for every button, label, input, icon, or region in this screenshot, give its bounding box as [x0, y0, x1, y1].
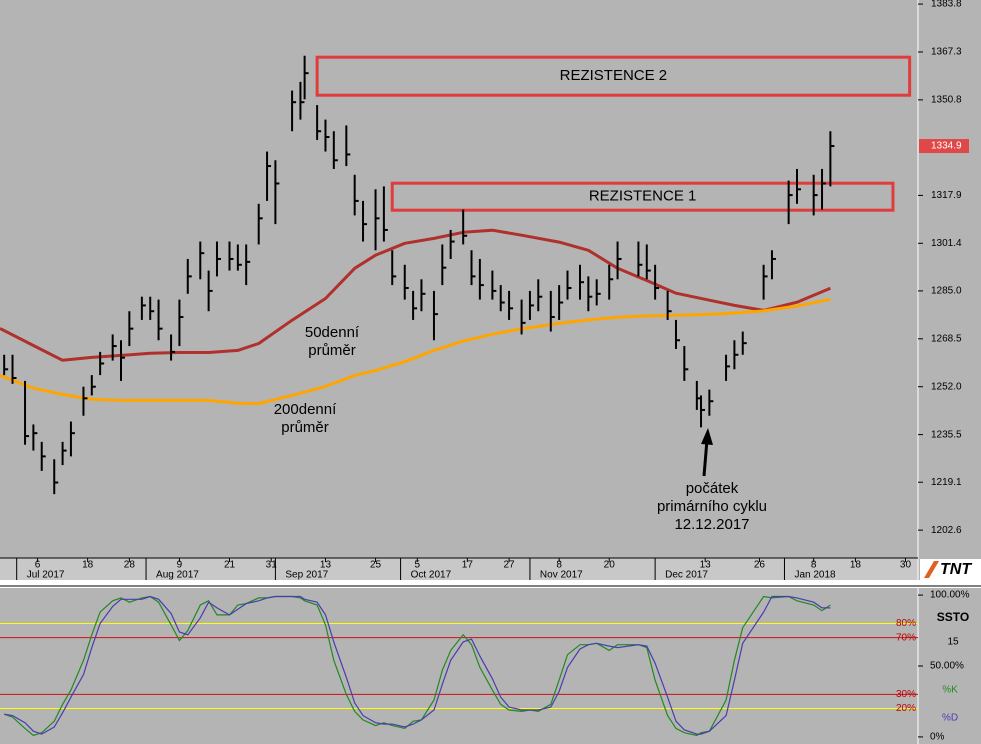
y-tick-label: 1252.0: [931, 381, 962, 392]
panel-separator: [0, 580, 981, 588]
moving-average: [0, 228, 831, 362]
y-tick-label: 100.00%: [930, 590, 970, 601]
x-tick-label: 5: [414, 560, 420, 571]
oscillator-line: [4, 595, 831, 735]
y-tick-label: 1367.3: [931, 47, 962, 58]
y-tick-label: 1219.1: [931, 477, 962, 488]
moving-average: [0, 297, 831, 405]
annotation: průměr: [281, 419, 329, 436]
zone-label: REZISTENCE 2: [560, 67, 668, 84]
y-tick-label: 1317.9: [931, 190, 962, 201]
x-tick-label: 21: [224, 560, 236, 571]
zone-label: REZISTENCE 1: [589, 188, 697, 205]
y-tick-label: 1285.0: [931, 286, 962, 297]
y-tick-label: 50.00%: [930, 661, 964, 672]
level-label: 70%: [896, 632, 916, 643]
x-tick-label: 20: [604, 560, 616, 571]
last-price-box: [919, 139, 969, 154]
x-tick-label: 26: [754, 560, 766, 571]
x-tick-label: 18: [82, 560, 94, 571]
resistance-zone: [315, 55, 912, 97]
logo: TNT: [920, 559, 981, 580]
month-label: Dec 2017: [665, 570, 708, 581]
annotation: 50denní: [305, 324, 360, 341]
legend-label: %K: [942, 685, 958, 696]
last-price-label: 1334.9: [931, 141, 962, 152]
annotation: 12.12.2017: [674, 516, 749, 533]
indicator-period: 15: [947, 637, 959, 648]
x-tick-label: 8: [556, 560, 562, 571]
x-axis-band: [0, 558, 918, 580]
month-label: Oct 2017: [411, 570, 452, 581]
y-tick-label: 1202.6: [931, 525, 962, 536]
level-label: 30%: [896, 689, 916, 700]
x-tick-label: 8: [811, 560, 817, 571]
month-label: Sep 2017: [285, 570, 328, 581]
level-label: 80%: [896, 618, 916, 629]
annotation: počátek: [686, 480, 739, 497]
legend-label: %D: [942, 713, 958, 724]
x-tick-label: 9: [177, 560, 183, 571]
logo-mark: [924, 561, 939, 578]
arrow: [701, 428, 713, 477]
y-tick-label: 0%: [930, 732, 945, 743]
x-tick-label: 18: [850, 560, 862, 571]
annotation: primárního cyklu: [657, 498, 767, 515]
x-tick-label: 13: [700, 560, 712, 571]
x-tick-label: 27: [504, 560, 516, 571]
resistance-zone: [390, 181, 895, 212]
x-tick-label: 30: [900, 560, 912, 571]
x-tick-label: 25: [370, 560, 382, 571]
x-tick-label: 13: [320, 560, 332, 571]
arrow-shaft: [702, 439, 709, 477]
month-label: Nov 2017: [540, 570, 583, 581]
x-tick-label: 31: [266, 560, 278, 571]
x-tick-label: 28: [124, 560, 136, 571]
annotation: průměr: [308, 342, 356, 359]
logo-text: TNT: [940, 561, 972, 578]
indicator-title: SSTO: [937, 610, 969, 624]
x-tick-label: 6: [35, 560, 41, 571]
annotation: 200denní: [274, 401, 337, 418]
y-tick-label: 1235.5: [931, 429, 962, 440]
y-tick-label: 1268.5: [931, 333, 962, 344]
month-label: Jul 2017: [27, 570, 65, 581]
y-tick-label: 1383.8: [931, 0, 962, 10]
month-label: Aug 2017: [156, 570, 199, 581]
level-label: 20%: [896, 703, 916, 714]
y-tick-label: 1301.4: [931, 238, 962, 249]
month-label: Jan 2018: [794, 570, 836, 581]
arrow-head: [701, 428, 713, 445]
y-tick-label: 1350.8: [931, 95, 962, 106]
x-tick-label: 17: [462, 560, 474, 571]
